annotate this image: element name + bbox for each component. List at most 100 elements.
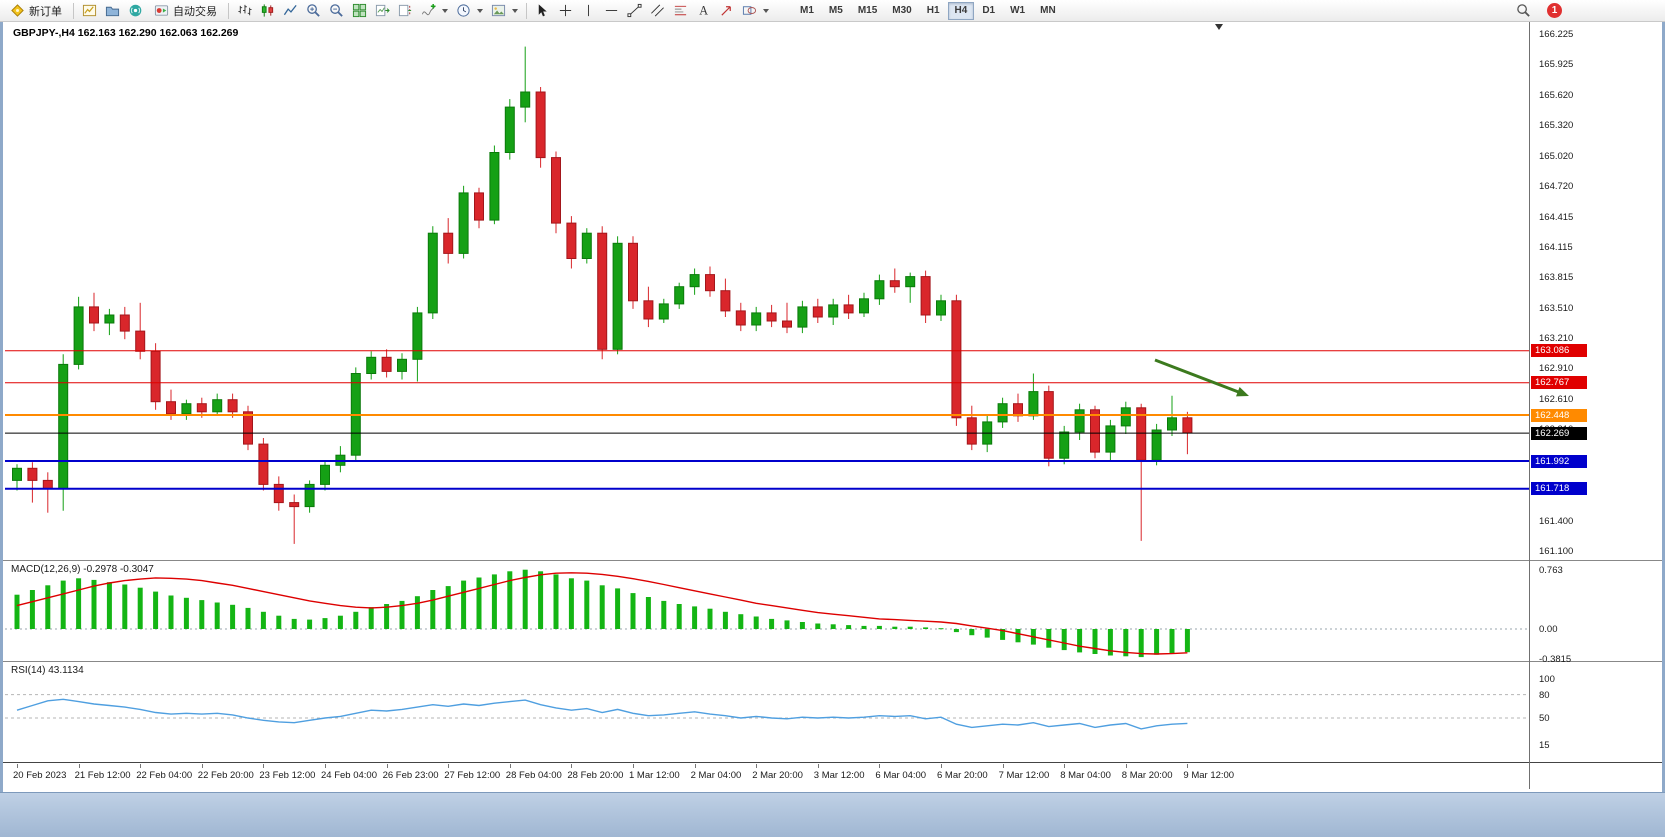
pane-separator[interactable]	[3, 762, 1662, 763]
search-button[interactable]	[1512, 1, 1535, 21]
candle-body	[12, 467, 22, 481]
chart-shift-marker-icon[interactable]	[1215, 24, 1223, 30]
indicators-dropdown-button[interactable]	[417, 1, 452, 21]
text-tool-button[interactable]: A	[692, 1, 715, 21]
candlestick-chart-button[interactable]	[256, 1, 279, 21]
candle-body	[689, 274, 700, 288]
macd-bar	[1154, 629, 1160, 655]
candle-body	[782, 320, 792, 328]
chart-area[interactable]: GBPJPY-,H4 162.163 162.290 162.063 162.2…	[3, 22, 1662, 792]
new-order-label: 新订单	[29, 5, 62, 18]
zoom-in-button[interactable]	[302, 1, 325, 21]
macd-bar	[60, 580, 66, 629]
signals-icon	[129, 4, 142, 17]
new-chart-button[interactable]	[78, 1, 101, 21]
timeframe-button-h4[interactable]: H4	[947, 1, 975, 20]
timeframe-button-mn[interactable]: MN	[1033, 2, 1063, 20]
macd-bar	[322, 618, 328, 629]
shapes-icon	[742, 6, 757, 15]
timeframe-button-m30[interactable]: M30	[885, 2, 918, 20]
periods-dropdown-button[interactable]	[452, 1, 487, 21]
macd-bar	[122, 584, 128, 629]
timeframe-button-h1[interactable]: H1	[920, 2, 947, 20]
candle-body	[181, 403, 192, 415]
candle-body	[42, 479, 53, 489]
macd-axis-label: 0.763	[1539, 564, 1563, 576]
time-axis-tick	[571, 764, 573, 768]
pane-separator[interactable]	[3, 661, 1662, 662]
auto-scroll-button[interactable]	[371, 1, 394, 21]
window-frame-right	[1662, 22, 1665, 792]
macd-bar	[183, 597, 189, 629]
arrows-tool-button[interactable]	[715, 1, 738, 21]
macd-bar	[753, 616, 759, 629]
channel-tool-button[interactable]	[646, 1, 669, 21]
fibonacci-icon	[674, 5, 687, 16]
candle-body	[889, 280, 900, 288]
zoom-out-button[interactable]	[325, 1, 348, 21]
macd-bar	[984, 629, 990, 638]
chart-shift-button[interactable]	[394, 1, 417, 21]
timeframe-button-m5[interactable]: M5	[822, 2, 850, 20]
bar-chart-button[interactable]	[233, 1, 256, 21]
fibonacci-tool-button[interactable]	[669, 1, 692, 21]
profiles-button[interactable]	[101, 1, 124, 21]
autotrading-icon	[154, 5, 169, 16]
dropdown-caret-icon	[442, 8, 448, 13]
pane-separator[interactable]	[3, 560, 1662, 561]
macd-pane[interactable]	[3, 561, 1662, 661]
candle-body	[258, 443, 269, 485]
candle-body	[859, 298, 869, 314]
trend-arrow-head[interactable]	[1236, 387, 1249, 397]
rsi-axis-label: 50	[1539, 713, 1550, 724]
trend-arrow-annotation[interactable]	[1154, 358, 1244, 396]
macd-bar	[445, 586, 451, 629]
candle-body	[196, 403, 207, 413]
tile-windows-icon	[352, 3, 367, 18]
shapes-dropdown-button[interactable]	[738, 1, 773, 21]
cursor-tool-button[interactable]	[531, 1, 554, 21]
time-axis-label: 23 Feb 12:00	[259, 770, 316, 781]
toolbar-separator	[228, 2, 229, 19]
dropdown-caret-icon	[763, 8, 769, 13]
candle-body	[1120, 407, 1131, 427]
templates-dropdown-button[interactable]	[487, 1, 522, 21]
chart-shift-icon	[398, 4, 412, 17]
candle-body	[27, 467, 38, 481]
line-chart-button[interactable]	[279, 1, 302, 21]
tile-windows-button[interactable]	[348, 1, 371, 21]
candle-body	[520, 91, 531, 108]
macd-bar	[491, 574, 497, 629]
price-tag-161.992: 161.992	[1531, 454, 1587, 468]
time-axis-label: 6 Mar 20:00	[937, 770, 988, 781]
timeframe-button-d1[interactable]: D1	[975, 2, 1002, 20]
candle-body	[628, 242, 638, 302]
macd-bar	[29, 590, 35, 629]
autotrading-button[interactable]: 自动交易	[147, 1, 224, 21]
notifications-badge[interactable]: 1	[1547, 3, 1562, 18]
macd-bar	[14, 594, 20, 629]
macd-bar	[568, 578, 574, 629]
candle-body	[119, 314, 130, 332]
candle-body	[489, 152, 500, 221]
macd-bar	[414, 596, 420, 629]
trendline-tool-button[interactable]	[623, 1, 646, 21]
timeframe-button-m15[interactable]: M15	[851, 2, 884, 20]
timeframe-button-w1[interactable]: W1	[1003, 2, 1032, 20]
vertical-line-tool-button[interactable]	[577, 1, 600, 21]
macd-bar	[769, 618, 775, 629]
candle-body	[658, 303, 669, 320]
horizontal-line-tool-button[interactable]	[600, 1, 623, 21]
crosshair-tool-button[interactable]	[554, 1, 577, 21]
macd-bar	[368, 607, 374, 629]
auto-scroll-icon	[375, 4, 390, 17]
main-price-pane[interactable]	[3, 22, 1662, 560]
candle-body	[474, 192, 484, 221]
rsi-pane[interactable]	[3, 662, 1662, 762]
new-order-icon	[11, 4, 24, 17]
search-icon	[1517, 4, 1530, 17]
new-order-button[interactable]: 新订单	[3, 1, 69, 21]
signals-button[interactable]	[124, 1, 147, 21]
timeframe-button-m1[interactable]: M1	[793, 2, 821, 20]
